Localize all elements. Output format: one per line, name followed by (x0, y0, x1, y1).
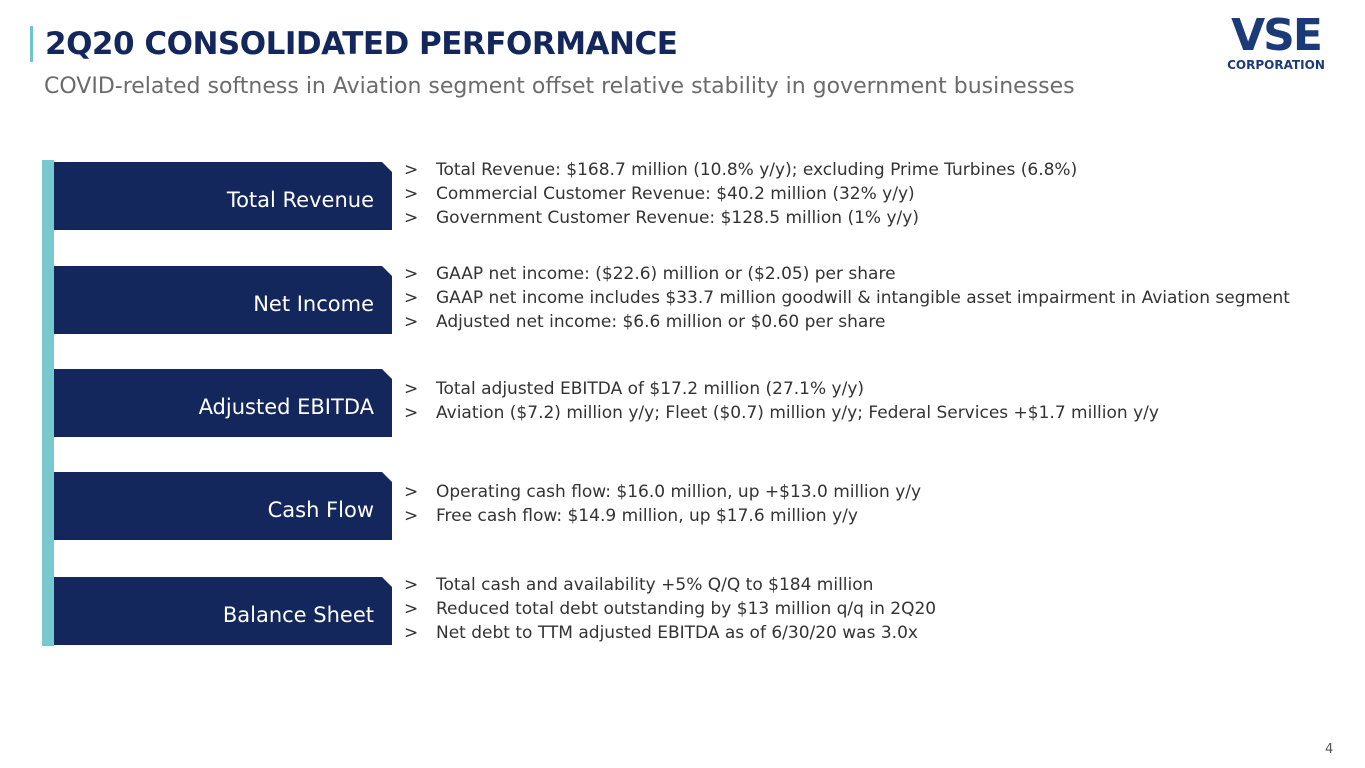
bullet-text: Free cash flow: $14.9 million, up $17.6 … (436, 506, 858, 526)
bullet: > Total cash and availability +5% Q/Q to … (404, 573, 936, 597)
bullet-marker: > (404, 623, 419, 643)
subtitle: COVID-related softness in Aviation segme… (44, 74, 1075, 99)
bullet-list: > Total Revenue: $168.7 million (10.8% y/… (404, 158, 1077, 230)
section-label: Net Income (54, 266, 392, 334)
bullet-text: GAAP net income: ($22.6) million or ($2.… (436, 264, 896, 284)
bullet: > Government Customer Revenue: $128.5 mil… (404, 206, 1077, 230)
bullet-list: > GAAP net income: ($22.6) million or ($2… (404, 262, 1290, 334)
bullet-marker: > (404, 208, 419, 228)
bullet: > Free cash flow: $14.9 million, up $17.6… (404, 504, 921, 528)
bullet: > Reduced total debt outstanding by $13 m… (404, 597, 936, 621)
bullet: > Total adjusted EBITDA of $17.2 million … (404, 377, 1159, 401)
bullet-text: Total adjusted EBITDA of $17.2 million (… (436, 379, 865, 399)
bullet-text: Aviation ($7.2) million y/y; Fleet ($0.7… (436, 403, 1159, 423)
bullet-marker: > (404, 599, 419, 619)
bullet-text: Total cash and availability +5% Q/Q to $… (436, 575, 874, 595)
bullet: > GAAP net income includes $33.7 million … (404, 286, 1290, 310)
section-label: Total Revenue (54, 162, 392, 230)
section-label: Adjusted EBITDA (54, 369, 392, 437)
bullet-marker: > (404, 379, 419, 399)
page-number: 4 (1325, 742, 1334, 757)
bullet: > Aviation ($7.2) million y/y; Fleet ($0.… (404, 401, 1159, 425)
bullet-text: Reduced total debt outstanding by $13 mi… (436, 599, 937, 619)
bullet-marker: > (404, 482, 419, 502)
bullet-marker: > (404, 288, 419, 308)
bullet: > GAAP net income: ($22.6) million or ($2… (404, 262, 1290, 286)
logo-sub: CORPORATION (1227, 58, 1325, 72)
bullet-text: Adjusted net income: $6.6 million or $0.… (436, 312, 886, 332)
logo-text: VSE (1231, 10, 1323, 61)
bullet-text: Net debt to TTM adjusted EBITDA as of 6/… (436, 623, 918, 643)
section-label: Cash Flow (54, 472, 392, 540)
bullet: > Commercial Customer Revenue: $40.2 mill… (404, 182, 1077, 206)
bullet-marker: > (404, 160, 419, 180)
bullet-text: Commercial Customer Revenue: $40.2 milli… (436, 184, 915, 204)
logo: VSE CORPORATION (1216, 10, 1336, 73)
bullet-marker: > (404, 575, 419, 595)
accent-bar (42, 160, 54, 646)
bullet-text: Total Revenue: $168.7 million (10.8% y/y… (436, 160, 1078, 180)
bullet-text: Government Customer Revenue: $128.5 mill… (436, 208, 919, 228)
bullet-text: Operating cash flow: $16.0 million, up +… (436, 482, 922, 502)
bullet-list: > Operating cash flow: $16.0 million, up … (404, 480, 921, 528)
bullet-list: > Total adjusted EBITDA of $17.2 million … (404, 377, 1159, 425)
bullet-marker: > (404, 403, 419, 423)
bullet-marker: > (404, 506, 419, 526)
title: 2Q20 CONSOLIDATED PERFORMANCE (30, 26, 678, 62)
bullet-list: > Total cash and availability +5% Q/Q to … (404, 573, 936, 645)
bullet: > Total Revenue: $168.7 million (10.8% y/… (404, 158, 1077, 182)
bullet-marker: > (404, 312, 419, 332)
bullet: > Operating cash flow: $16.0 million, up … (404, 480, 921, 504)
bullet: > Adjusted net income: $6.6 million or $0… (404, 310, 1290, 334)
bullet-marker: > (404, 264, 419, 284)
bullet: > Net debt to TTM adjusted EBITDA as of 6… (404, 621, 936, 645)
bullet-marker: > (404, 184, 419, 204)
bullet-text: GAAP net income includes $33.7 million g… (436, 288, 1290, 308)
section-label: Balance Sheet (54, 577, 392, 645)
